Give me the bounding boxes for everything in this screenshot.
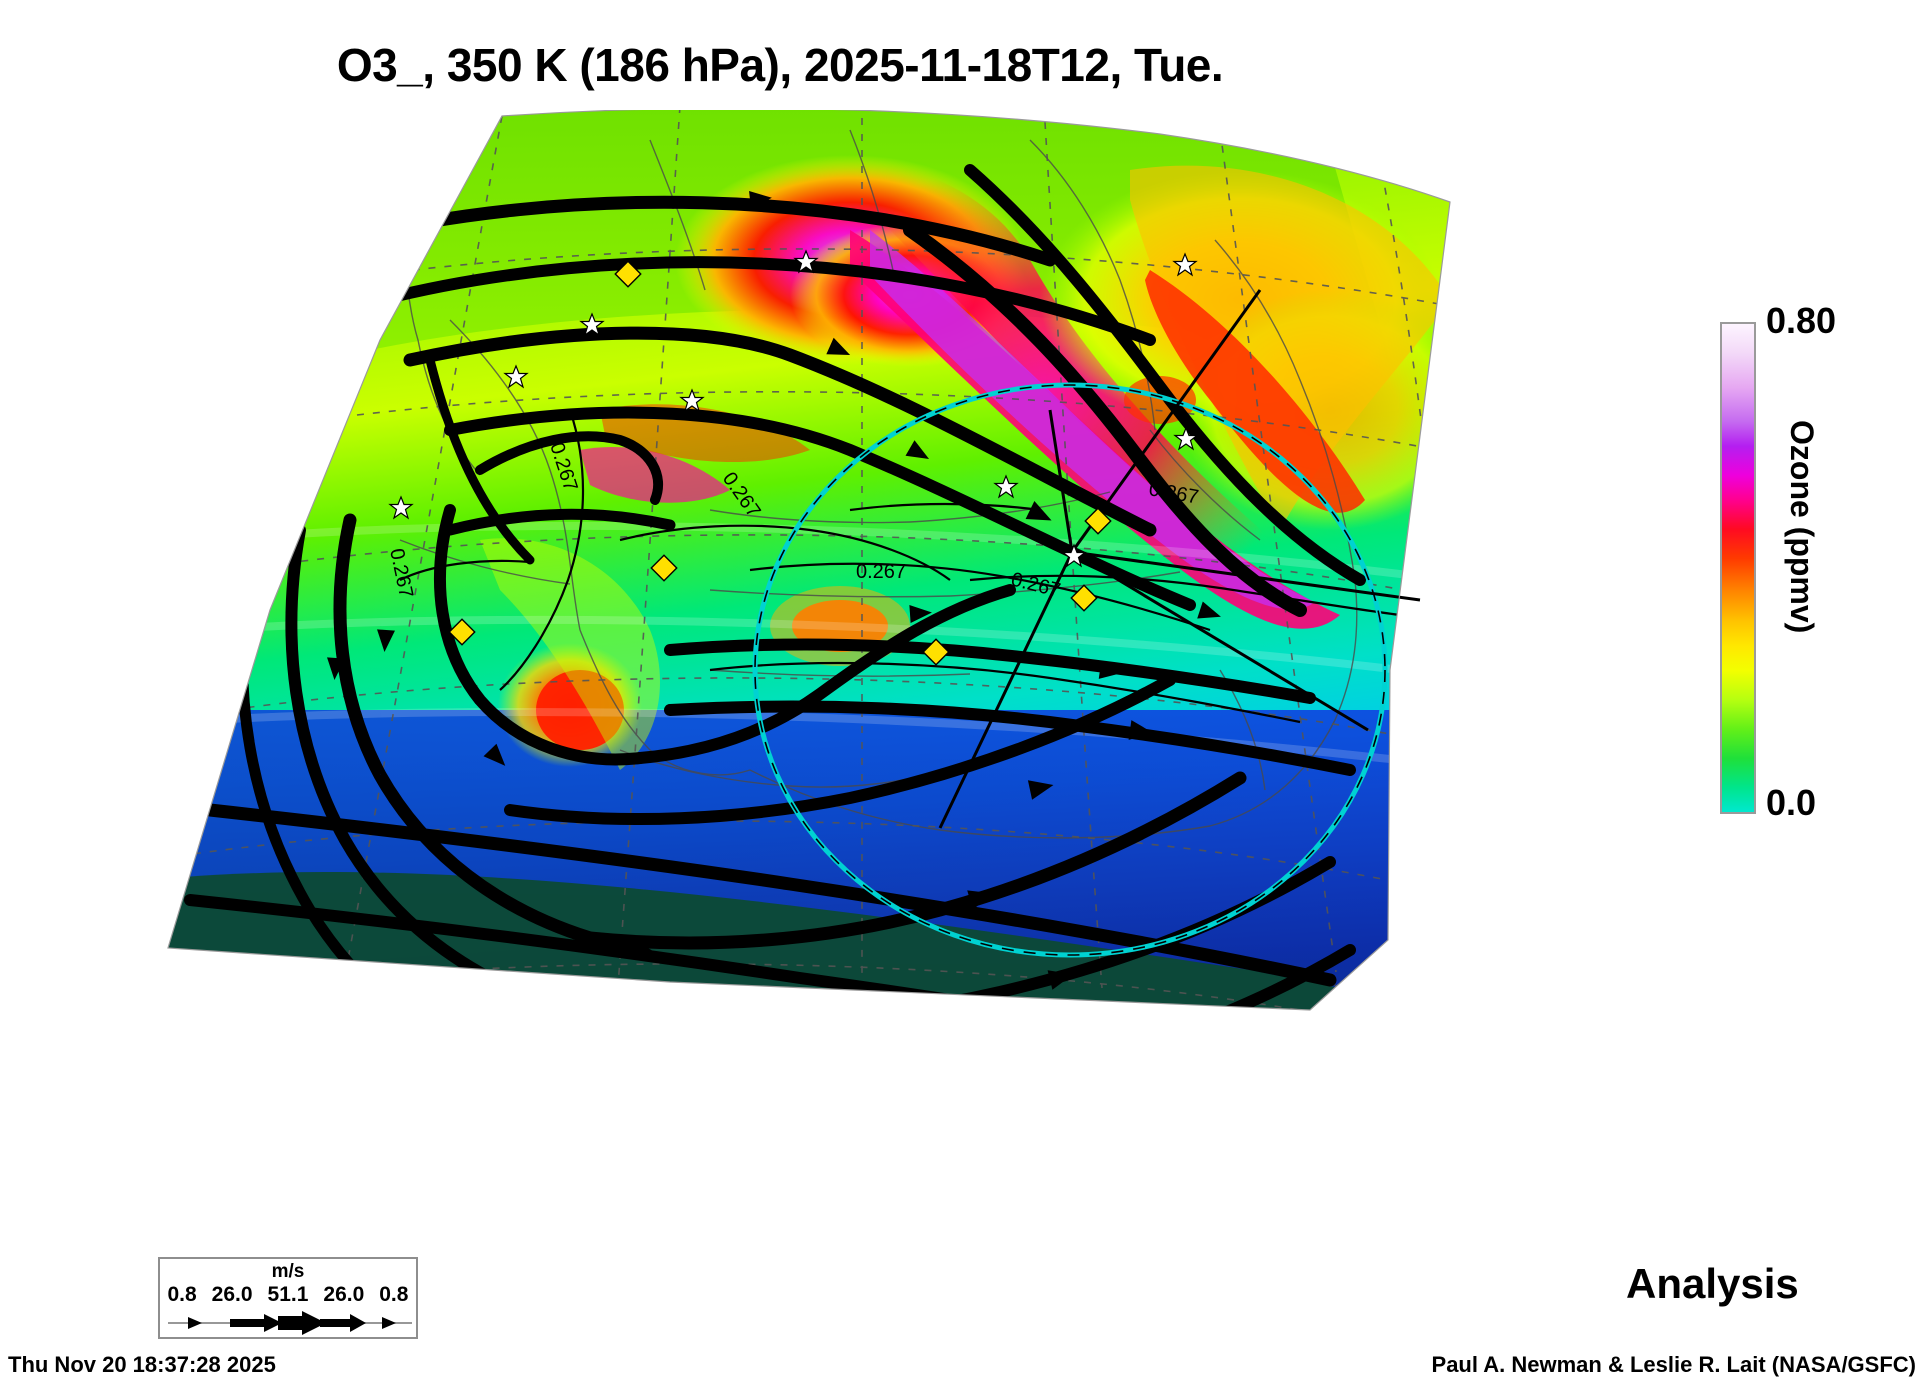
wind-value: 51.1 — [267, 1283, 309, 1306]
contour-label: 0.267 — [856, 561, 906, 583]
wind-value: 0.8 — [167, 1283, 197, 1306]
site-star-icon — [679, 388, 705, 413]
track-line — [938, 551, 1074, 829]
site-star-icon — [793, 249, 819, 274]
wind-value: 26.0 — [211, 1283, 253, 1306]
site-star-icon — [1173, 426, 1199, 451]
site-star-icon — [1061, 543, 1087, 568]
analysis-label: Analysis — [1626, 1260, 1799, 1307]
ozone-contours — [399, 409, 1401, 724]
track-line — [1071, 550, 1369, 732]
map-frame — [167, 110, 1451, 1011]
site-star-icon — [993, 474, 1019, 499]
wind-speed-legend: m/s 0.8 26.0 51.1 26.0 0.8 — [158, 1257, 418, 1339]
colorbar-max-label: 0.80 — [1766, 300, 1837, 341]
render-timestamp: Thu Nov 20 18:37:28 2025 — [8, 1352, 276, 1377]
site-star-icon — [1172, 252, 1198, 277]
track-line — [1048, 409, 1074, 553]
wind-arrow-scale — [168, 1311, 412, 1335]
wind-units-label: m/s — [271, 1261, 305, 1282]
station-diamond-icon — [614, 260, 642, 288]
range-ring-dash — [754, 384, 1386, 956]
author-credit: Paul A. Newman & Leslie R. Lait (NASA/GS… — [1431, 1352, 1916, 1377]
flight-track-lines — [938, 289, 1421, 829]
site-star-icon — [503, 364, 529, 389]
colorbar-min-label: 0.0 — [1766, 782, 1817, 823]
station-diamond-icon — [922, 638, 950, 666]
map-figure: 0.267 0.267 0.267 0.267 0.267 0.267 — [150, 110, 1690, 1270]
site-stars — [388, 249, 1199, 568]
station-diamond-icon — [1084, 507, 1112, 535]
station-diamonds — [448, 260, 1112, 666]
track-line — [1070, 289, 1262, 553]
overlay-circle — [752, 382, 1388, 958]
station-markers — [388, 249, 1199, 666]
colorbar: 0.80 0.0 Ozone (ppmv) — [1690, 300, 1926, 840]
station-diamond-icon — [448, 618, 476, 646]
site-star-icon — [579, 312, 605, 337]
track-line — [1071, 550, 1421, 602]
station-diamond-icon — [1070, 584, 1098, 612]
wind-value: 0.8 — [379, 1283, 409, 1306]
colorbar-title: Ozone (ppmv) — [1784, 420, 1820, 634]
wind-value: 26.0 — [323, 1283, 365, 1306]
site-star-icon — [388, 495, 414, 520]
station-diamond-icon — [650, 554, 678, 582]
page-title: O3_, 350 K (186 hPa), 2025-11-18T12, Tue… — [336, 39, 1224, 91]
ozone-map-plot: 0.267 0.267 0.267 0.267 0.267 0.267 — [167, 110, 1451, 1011]
wind-value-labels: 0.8 26.0 51.1 26.0 0.8 — [160, 1283, 416, 1307]
colorbar-gradient — [1720, 322, 1756, 814]
wind-arrowheads — [327, 191, 1221, 990]
